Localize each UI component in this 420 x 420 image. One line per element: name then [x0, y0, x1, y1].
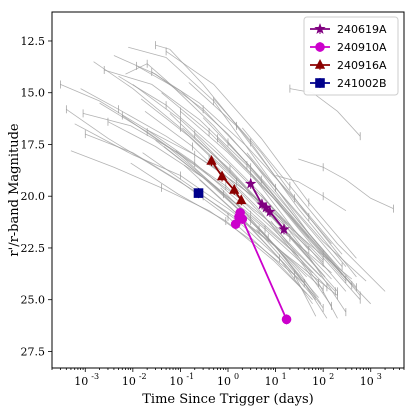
data-point [206, 155, 217, 165]
x-tick-exponent: -3 [91, 372, 99, 381]
data-point [281, 314, 292, 325]
data-point [216, 170, 228, 181]
y-axis: 12.5 15.0 17.5 20.0 22.5 25.0 27.5 [21, 35, 52, 358]
x-tick-exponent: 1 [282, 372, 287, 381]
data-point [260, 201, 272, 213]
x-tick-label: 10 [217, 375, 231, 388]
background-curve [183, 164, 313, 305]
series-240910A [230, 207, 292, 325]
y-tick-label: 12.5 [21, 35, 46, 48]
x-axis: 10 -3 10 -2 10 -1 10 0 10 1 10 2 10 3 [51, 368, 405, 388]
legend-label: 241002B [337, 77, 387, 90]
legend-marker [315, 42, 325, 52]
background-curve [163, 146, 307, 278]
legend-entry: 240619A [310, 23, 387, 36]
data-point [264, 205, 276, 217]
x-tick-exponent: 0 [234, 372, 239, 381]
y-tick-label: 20.0 [21, 190, 46, 203]
background-curve [122, 115, 313, 274]
legend: 240619A 240910A 240916A 241002B [303, 16, 399, 96]
x-tick-label: 10 [169, 375, 183, 388]
data-point [229, 183, 240, 194]
x-axis-label: Time Since Trigger (days) [142, 392, 313, 407]
background-curve [199, 179, 317, 317]
data-point [245, 177, 257, 189]
data-point [278, 223, 290, 235]
legend-label: 240619A [337, 23, 387, 36]
y-tick-label: 27.5 [21, 345, 46, 358]
data-point [237, 214, 248, 224]
y-tick-label: 22.5 [21, 242, 46, 255]
legend-entry: 240910A [310, 41, 387, 54]
background-curve [250, 173, 347, 292]
background-curve [132, 84, 324, 261]
x-tick-label: 10 [74, 375, 88, 388]
series-line [210, 160, 243, 201]
background-curve [144, 110, 336, 292]
y-axis-label: r'/r-band Magnitude [7, 123, 22, 257]
x-tick-exponent: -2 [139, 372, 147, 381]
legend-label: 240916A [337, 59, 387, 72]
x-tick-exponent: 2 [329, 372, 334, 381]
data-series [193, 155, 292, 325]
x-tick-label: 10 [122, 375, 136, 388]
background-curve [236, 202, 324, 309]
background-curve [241, 127, 386, 292]
background-curve [227, 142, 361, 296]
legend-entry: 241002B [310, 77, 387, 90]
x-tick-label: 10 [312, 375, 326, 388]
x-tick-label: 10 [360, 375, 374, 388]
background-curve [246, 152, 343, 267]
series-240916A [206, 155, 247, 206]
background-curve [85, 133, 313, 300]
background-curve [289, 88, 361, 137]
background-curve [70, 150, 305, 284]
x-tick-label: 10 [265, 375, 279, 388]
background-curve [155, 44, 347, 267]
background-curve [104, 69, 343, 276]
legend-box [303, 16, 399, 96]
legend-marker [314, 23, 326, 34]
background-curve [169, 113, 313, 263]
y-tick-label: 17.5 [21, 138, 46, 151]
legend-entry: 240916A [310, 58, 387, 72]
y-tick-label: 15.0 [21, 87, 46, 100]
background-curve [275, 175, 347, 212]
background-curve [151, 71, 343, 255]
background-curve [202, 117, 347, 282]
legend-marker [314, 58, 326, 69]
background-curve [82, 113, 322, 278]
background-curve [217, 138, 361, 300]
legend-label: 240910A [337, 41, 387, 54]
background-curve [74, 123, 324, 290]
legend-marker [315, 78, 325, 88]
background-curve [60, 84, 291, 226]
x-tick-exponent: 3 [377, 372, 382, 381]
series-241002B [193, 188, 204, 199]
background-curve [125, 63, 310, 238]
background-curve [298, 158, 394, 209]
x-tick-exponent: -1 [186, 372, 194, 381]
data-point [236, 194, 247, 205]
data-point [193, 188, 204, 198]
background-curve [165, 50, 357, 259]
y-tick-label: 25.0 [21, 294, 46, 307]
background-curve [182, 127, 326, 278]
series-240619A [245, 177, 290, 235]
